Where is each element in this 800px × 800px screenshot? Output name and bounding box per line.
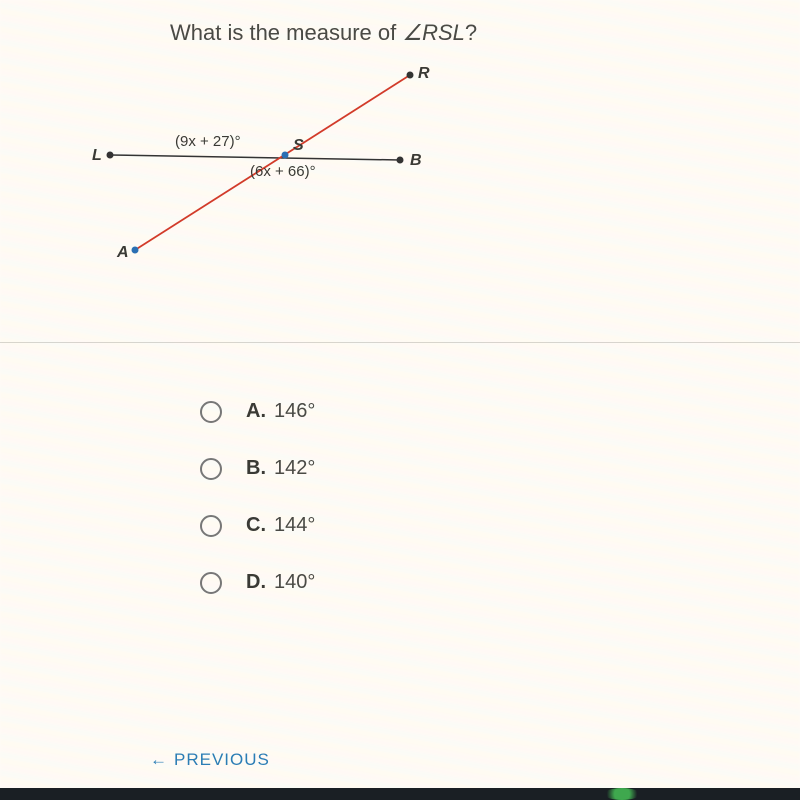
answer-choices: A. 146° B. 142° C. 144° D. 140°	[200, 400, 315, 628]
choice-a[interactable]: A. 146°	[200, 400, 315, 423]
point-S-label: S	[293, 137, 304, 155]
choice-text: 140°	[274, 571, 315, 594]
point-A-dot	[132, 247, 139, 254]
point-B-dot	[397, 157, 404, 164]
geometry-diagram: (9x + 27)° (6x + 66)° R L S B A	[70, 55, 470, 285]
point-R-label: R	[418, 65, 430, 83]
point-A-label: A	[117, 244, 129, 262]
choice-letter: A.	[246, 400, 266, 423]
point-L-dot	[107, 152, 114, 159]
expression-top: (9x + 27)°	[175, 133, 241, 150]
choice-letter: B.	[246, 457, 266, 480]
choice-letter: D.	[246, 571, 266, 594]
expression-bottom: (6x + 66)°	[250, 163, 316, 180]
choice-d[interactable]: D. 140°	[200, 571, 315, 594]
question-suffix: ?	[465, 20, 477, 45]
point-R-dot	[407, 72, 414, 79]
choice-text: 146°	[274, 400, 315, 423]
arrow-left-icon: ←	[150, 750, 168, 770]
previous-label: PREVIOUS	[174, 750, 270, 769]
content-area: What is the measure of ∠RSL? (9x + 27)° …	[0, 0, 800, 800]
choice-text: 144°	[274, 514, 315, 537]
angle-symbol: ∠	[402, 20, 422, 45]
radio-icon[interactable]	[200, 458, 222, 480]
choice-text: 142°	[274, 457, 315, 480]
point-L-label: L	[92, 147, 102, 165]
angle-name: RSL	[422, 20, 465, 45]
radio-icon[interactable]	[200, 401, 222, 423]
radio-icon[interactable]	[200, 515, 222, 537]
previous-button[interactable]: ← PREVIOUS	[150, 750, 270, 770]
question-prefix: What is the measure of	[170, 20, 402, 45]
taskbar	[0, 788, 800, 800]
line-LB	[110, 155, 400, 160]
choice-b[interactable]: B. 142°	[200, 457, 315, 480]
point-S-dot	[282, 152, 289, 159]
section-divider	[0, 342, 800, 343]
question-text: What is the measure of ∠RSL?	[170, 20, 477, 46]
radio-icon[interactable]	[200, 572, 222, 594]
choice-c[interactable]: C. 144°	[200, 514, 315, 537]
point-B-label: B	[410, 152, 422, 170]
choice-letter: C.	[246, 514, 266, 537]
taskbar-indicator-icon	[604, 788, 640, 800]
